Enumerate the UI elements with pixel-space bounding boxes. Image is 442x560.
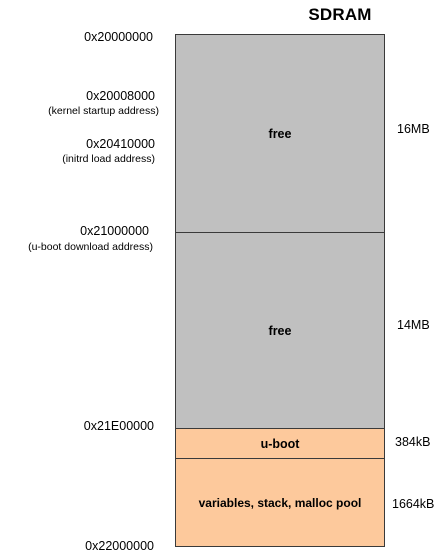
region-label: u-boot	[260, 436, 300, 451]
region-size: 1664kB	[392, 497, 435, 511]
address-label: 0x20000000	[84, 30, 153, 44]
address-label: 0x20008000	[86, 89, 155, 103]
region-u-boot: u-boot	[176, 428, 384, 458]
region-free-lower: free	[176, 232, 384, 428]
memory-map: free free u-boot variables, stack, mallo…	[175, 34, 385, 547]
region-free-upper: free	[176, 35, 384, 232]
address-note: (u-boot download address)	[28, 241, 153, 253]
address-label: 0x21000000	[80, 224, 149, 238]
address-label: 0x21E00000	[83, 419, 154, 433]
region-label: free	[268, 323, 292, 338]
address-label: 0x22000000	[85, 539, 154, 553]
address-label: 0x20410000	[86, 137, 155, 151]
region-size: 14MB	[397, 318, 430, 332]
region-label: variables, stack, malloc pool	[198, 495, 362, 510]
region-variables-stack-malloc: variables, stack, malloc pool	[176, 458, 384, 546]
address-note: (kernel startup address)	[48, 105, 159, 117]
region-size: 384kB	[395, 435, 431, 449]
region-size: 16MB	[397, 122, 430, 136]
diagram-title: SDRAM	[308, 5, 372, 24]
address-note: (initrd load address)	[62, 153, 155, 165]
region-label: free	[268, 126, 292, 141]
